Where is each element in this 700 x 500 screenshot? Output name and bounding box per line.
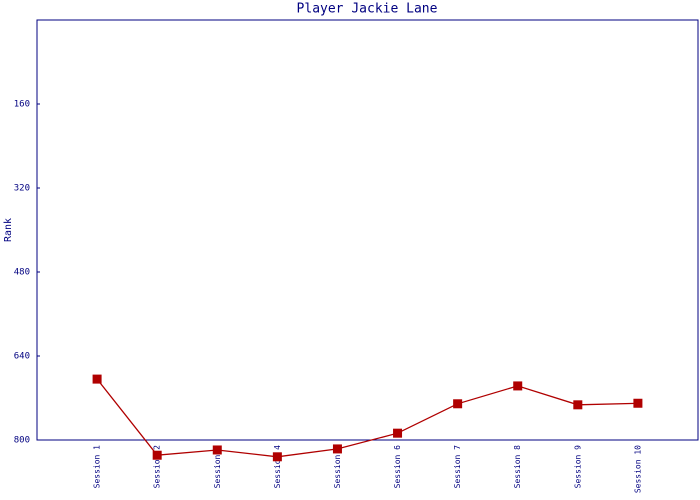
x-tick-label: Session 1 [93, 445, 102, 489]
x-tick-label: Session 3 [213, 445, 222, 489]
data-point [453, 399, 463, 409]
x-tick-label: Session 8 [513, 445, 522, 489]
x-tick-label: Session 4 [273, 445, 282, 489]
y-tick-label: 320 [14, 184, 30, 194]
chart-title: Player Jackie Lane [297, 2, 438, 17]
x-tick-label: Session 5 [333, 445, 342, 489]
data-point [513, 381, 523, 391]
data-point [212, 445, 222, 455]
data-point [332, 444, 342, 454]
data-line [96, 378, 638, 458]
data-point [92, 374, 102, 384]
y-tick-label: 480 [14, 268, 30, 278]
data-point [393, 428, 403, 438]
x-tick-label: Session 2 [153, 445, 162, 489]
y-tick-label: 640 [14, 352, 30, 362]
data-point [573, 400, 583, 410]
y-axis-label: Rank [3, 218, 14, 242]
data-point [152, 450, 162, 460]
plot-frame [36, 19, 699, 441]
x-tick-label: Session 10 [633, 445, 642, 493]
y-tick-label: 160 [14, 100, 30, 110]
data-point [272, 452, 282, 462]
x-tick-label: Session 9 [573, 445, 582, 489]
x-tick-label: Session 6 [393, 445, 402, 489]
y-tick-label: 800 [14, 436, 30, 446]
x-tick-label: Session 7 [453, 445, 462, 489]
data-point [633, 398, 643, 408]
